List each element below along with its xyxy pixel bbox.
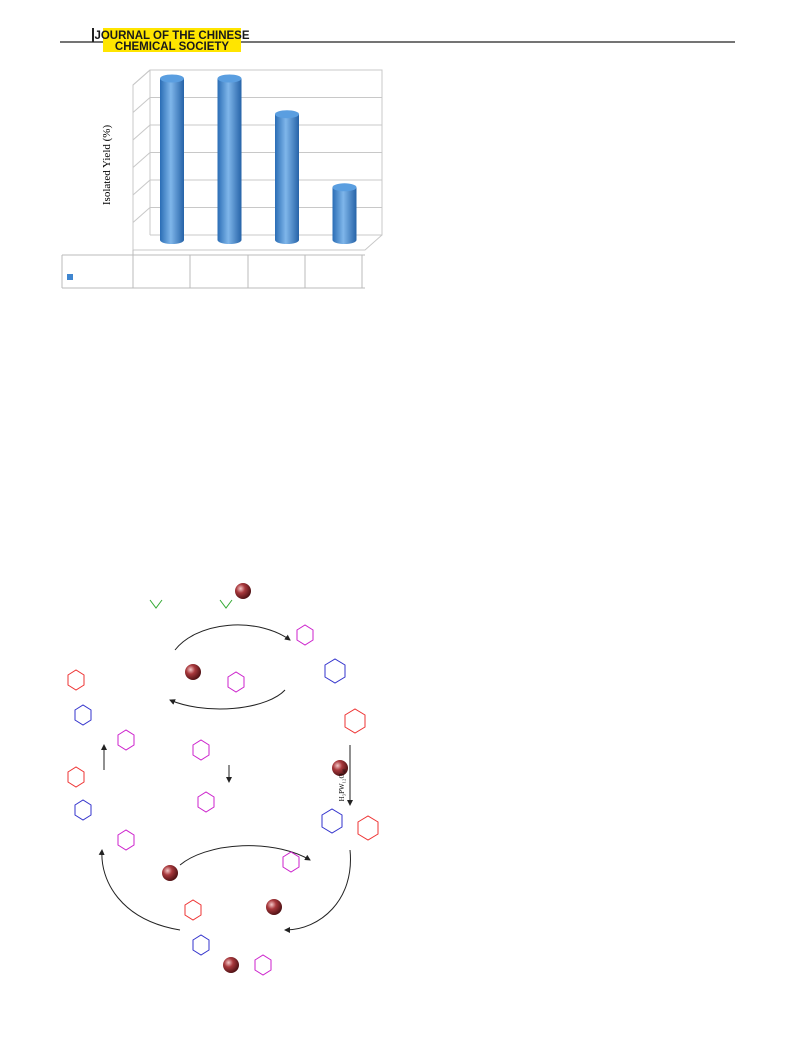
catalyst-label: H₃PW₁₂O₄₀ [338, 768, 346, 801]
bar-top [160, 74, 184, 83]
cycle-arrow [98, 849, 181, 931]
journal-name: CHEMICAL SOCIETY [115, 41, 229, 53]
catalyst-ball [223, 957, 239, 973]
catalyst-ball [185, 664, 201, 680]
grid-line [132, 124, 151, 141]
cycle-arrow [179, 845, 311, 866]
grid-line [132, 69, 151, 86]
bar [160, 74, 184, 244]
bar-body [332, 187, 357, 244]
grid-line [132, 179, 151, 196]
bar [217, 74, 242, 244]
bar-body [275, 114, 299, 244]
cycle-arrow [284, 849, 351, 933]
catalyst-ball [332, 760, 348, 776]
y-axis-label: Isolated Yield (%) [101, 125, 113, 206]
journal-name: JOURNAL OF THE CHINESE [94, 30, 249, 42]
legend-swatch [67, 274, 73, 280]
cycle-arrow [169, 689, 286, 710]
bar-top [332, 183, 357, 192]
bar-top [217, 74, 242, 83]
bar-body [217, 78, 242, 244]
bar [275, 110, 299, 244]
bar-body [160, 78, 184, 244]
grid-line [132, 207, 151, 223]
catalyst-ball [162, 865, 178, 881]
bar [332, 183, 357, 244]
grid-line [132, 152, 151, 168]
cycle-arrow [174, 624, 291, 651]
catalyst-ball [235, 583, 251, 599]
chart: Isolated Yield (%) [61, 69, 383, 289]
grid-line [132, 97, 151, 113]
journal-box [103, 28, 241, 52]
bar-top [275, 110, 299, 119]
catalyst-ball [266, 899, 282, 915]
scheme: H₃PW₁₂O₄₀ [67, 583, 379, 976]
